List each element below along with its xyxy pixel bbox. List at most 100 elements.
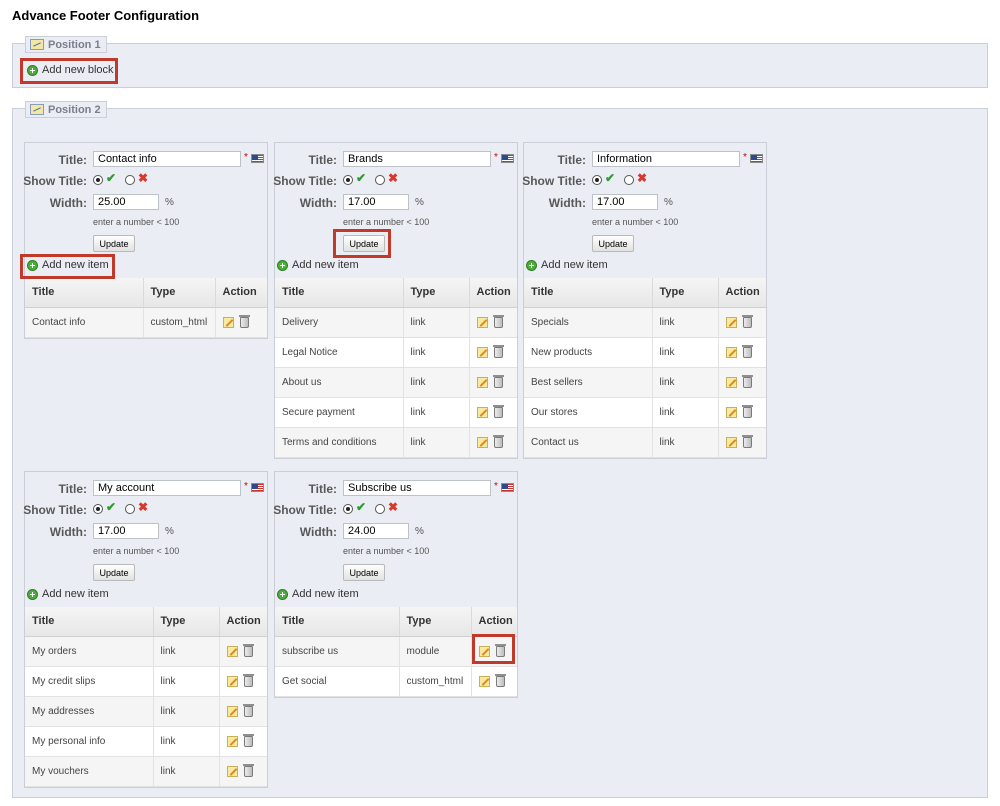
show-title-yes-radio[interactable] bbox=[343, 175, 353, 185]
col-action-header: Action bbox=[471, 607, 517, 637]
language-flag-icon[interactable] bbox=[251, 154, 264, 163]
item-title-cell: New products bbox=[524, 337, 653, 368]
edit-icon[interactable] bbox=[476, 436, 488, 448]
add-new-item-button[interactable]: Add new item bbox=[277, 588, 359, 600]
add-new-item-button[interactable]: Add new item bbox=[277, 259, 359, 271]
delete-icon[interactable] bbox=[238, 314, 250, 328]
language-flag-icon[interactable] bbox=[501, 154, 514, 163]
block-title-input[interactable] bbox=[93, 480, 241, 496]
add-icon bbox=[277, 259, 288, 271]
edit-icon[interactable] bbox=[476, 316, 488, 328]
update-button[interactable]: Update bbox=[93, 235, 135, 252]
position-2-legend: Position 2 bbox=[25, 101, 107, 118]
block-title-input[interactable] bbox=[93, 151, 241, 167]
item-type-cell: link bbox=[153, 696, 220, 727]
items-table: Title Type Action Contact info custom_html bbox=[25, 278, 267, 338]
language-flag-icon[interactable] bbox=[750, 154, 763, 163]
show-title-no-radio[interactable] bbox=[125, 504, 135, 514]
width-input[interactable] bbox=[592, 194, 658, 210]
block-title-input[interactable] bbox=[343, 480, 491, 496]
update-button[interactable]: Update bbox=[343, 235, 385, 252]
width-input[interactable] bbox=[93, 523, 159, 539]
show-title-no-radio[interactable] bbox=[375, 175, 385, 185]
edit-icon[interactable] bbox=[478, 675, 490, 687]
item-title-cell: Our stores bbox=[524, 397, 653, 428]
item-type-cell: link bbox=[153, 756, 220, 787]
show-title-label: Show Title: bbox=[273, 174, 337, 188]
footer-block: Title: * Show Title: ✔ ✖ Width:% enter a numbe… bbox=[522, 142, 767, 459]
width-label: Width: bbox=[548, 196, 586, 210]
delete-icon[interactable] bbox=[494, 643, 506, 657]
delete-icon[interactable] bbox=[492, 434, 504, 448]
col-title-header: Title bbox=[275, 278, 404, 308]
delete-icon[interactable] bbox=[492, 344, 504, 358]
show-title-no-radio[interactable] bbox=[125, 175, 135, 185]
edit-icon[interactable] bbox=[476, 346, 488, 358]
item-action-cell bbox=[469, 307, 517, 338]
block-title-input[interactable] bbox=[343, 151, 491, 167]
add-new-item-button[interactable]: Add new item bbox=[526, 259, 608, 271]
show-title-yes-radio[interactable] bbox=[93, 504, 103, 514]
width-label: Width: bbox=[49, 196, 87, 210]
show-title-yes-radio[interactable] bbox=[343, 504, 353, 514]
footer-block: Title: * Show Title: ✔ ✖ Width:% enter a numbe… bbox=[273, 471, 518, 698]
delete-icon[interactable] bbox=[242, 673, 254, 687]
show-title-no-radio[interactable] bbox=[375, 504, 385, 514]
item-title-cell: Contact us bbox=[524, 427, 653, 458]
add-new-item-button[interactable]: Add new item bbox=[27, 588, 109, 600]
update-button[interactable]: Update bbox=[93, 564, 135, 581]
delete-icon[interactable] bbox=[741, 434, 753, 448]
delete-icon[interactable] bbox=[492, 404, 504, 418]
edit-icon[interactable] bbox=[725, 346, 737, 358]
edit-icon[interactable] bbox=[226, 735, 238, 747]
items-table: Title Type Action Specials link New products l… bbox=[524, 278, 766, 458]
edit-icon[interactable] bbox=[725, 376, 737, 388]
language-flag-icon[interactable] bbox=[501, 483, 514, 492]
width-input[interactable] bbox=[343, 523, 409, 539]
delete-icon[interactable] bbox=[494, 673, 506, 687]
edit-icon[interactable] bbox=[226, 765, 238, 777]
edit-icon[interactable] bbox=[476, 376, 488, 388]
item-actions bbox=[478, 673, 517, 687]
edit-icon[interactable] bbox=[478, 645, 490, 657]
item-action-cell bbox=[469, 397, 517, 428]
delete-icon[interactable] bbox=[492, 314, 504, 328]
edit-icon[interactable] bbox=[725, 436, 737, 448]
language-flag-icon[interactable] bbox=[251, 483, 264, 492]
update-button[interactable]: Update bbox=[343, 564, 385, 581]
cross-icon: ✖ bbox=[388, 500, 399, 514]
width-label: Width: bbox=[49, 525, 87, 539]
show-title-no-radio[interactable] bbox=[624, 175, 634, 185]
cross-icon: ✖ bbox=[138, 500, 149, 514]
item-action-cell bbox=[471, 666, 517, 697]
delete-icon[interactable] bbox=[242, 703, 254, 717]
item-action-cell bbox=[219, 696, 267, 727]
item-actions bbox=[226, 733, 267, 747]
show-title-yes-radio[interactable] bbox=[592, 175, 602, 185]
edit-icon[interactable] bbox=[226, 645, 238, 657]
delete-icon[interactable] bbox=[741, 344, 753, 358]
width-input[interactable] bbox=[343, 194, 409, 210]
update-button[interactable]: Update bbox=[592, 235, 634, 252]
delete-icon[interactable] bbox=[242, 763, 254, 777]
add-new-block-button[interactable]: Add new block bbox=[27, 64, 114, 76]
edit-icon[interactable] bbox=[725, 316, 737, 328]
add-new-item-button[interactable]: Add new item bbox=[27, 259, 109, 271]
edit-icon[interactable] bbox=[222, 316, 234, 328]
delete-icon[interactable] bbox=[741, 314, 753, 328]
edit-icon[interactable] bbox=[476, 406, 488, 418]
show-title-yes-radio[interactable] bbox=[93, 175, 103, 185]
width-hint: enter a number < 100 bbox=[592, 217, 679, 227]
delete-icon[interactable] bbox=[242, 733, 254, 747]
delete-icon[interactable] bbox=[741, 404, 753, 418]
width-input[interactable] bbox=[93, 194, 159, 210]
delete-icon[interactable] bbox=[492, 374, 504, 388]
delete-icon[interactable] bbox=[741, 374, 753, 388]
edit-icon[interactable] bbox=[226, 675, 238, 687]
delete-icon[interactable] bbox=[242, 643, 254, 657]
item-actions bbox=[725, 374, 766, 388]
block-title-input[interactable] bbox=[592, 151, 740, 167]
edit-icon[interactable] bbox=[725, 406, 737, 418]
percent-label: % bbox=[415, 197, 424, 208]
edit-icon[interactable] bbox=[226, 705, 238, 717]
